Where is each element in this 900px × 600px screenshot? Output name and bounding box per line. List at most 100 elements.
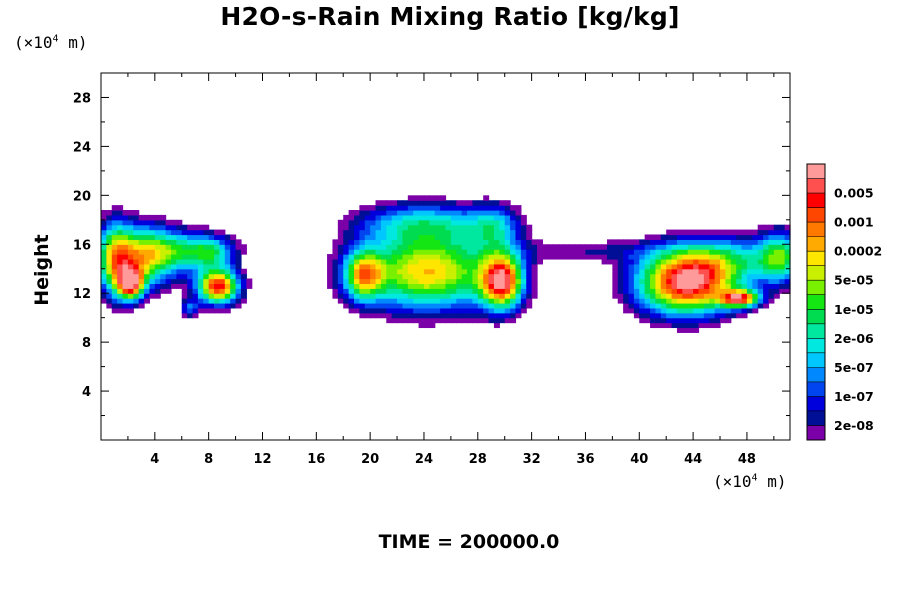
- heatmap-cell: [375, 214, 382, 221]
- heatmap-cell: [499, 200, 506, 206]
- heatmap-cell: [752, 307, 759, 314]
- heatmap-cell: [461, 200, 468, 206]
- heatmap-cell: [515, 263, 522, 270]
- heatmap-cell: [386, 239, 393, 245]
- heatmap-cell: [504, 283, 511, 289]
- heatmap-cell: [746, 293, 753, 299]
- heatmap-cell: [693, 302, 700, 309]
- heatmap-cell: [192, 312, 199, 319]
- heatmap-cell: [477, 244, 484, 250]
- heatmap-cell: [676, 302, 683, 309]
- heatmap-cell: [752, 288, 759, 294]
- heatmap-cell: [703, 268, 710, 275]
- colorbar-label: 1e-07: [834, 389, 874, 404]
- heatmap-cell: [165, 283, 172, 289]
- heatmap-cell: [235, 273, 242, 280]
- heatmap-cell: [197, 254, 204, 260]
- heatmap-cell: [499, 283, 506, 289]
- heatmap-cell: [133, 278, 140, 285]
- heatmap-cell: [617, 263, 624, 270]
- heatmap-cell: [650, 263, 657, 270]
- heatmap-cell: [510, 263, 517, 270]
- heatmap-cell: [510, 229, 517, 236]
- heatmap-cell: [434, 249, 441, 255]
- heatmap-cell: [504, 312, 511, 319]
- heatmap-cell: [235, 268, 242, 275]
- heatmap-cell: [671, 254, 678, 260]
- heatmap-cell: [623, 268, 630, 275]
- heatmap-cell: [676, 268, 683, 275]
- heatmap-cell: [741, 278, 748, 285]
- heatmap-cell: [504, 200, 511, 206]
- heatmap-cell: [343, 214, 350, 221]
- heatmap-cell: [456, 229, 463, 236]
- heatmap-cell: [413, 210, 420, 216]
- heatmap-cell: [380, 254, 387, 260]
- heatmap-cell: [440, 302, 447, 309]
- heatmap-cell: [176, 219, 183, 226]
- heatmap-cell: [127, 234, 134, 240]
- heatmap-cell: [214, 254, 221, 260]
- heatmap-cell: [569, 254, 576, 260]
- heatmap-cell: [343, 224, 350, 231]
- heatmap-cell: [391, 214, 398, 221]
- heatmap-cell: [122, 298, 129, 304]
- heatmap-cell: [483, 234, 490, 240]
- heatmap-cell: [101, 239, 107, 245]
- heatmap-cell: [703, 244, 710, 250]
- heatmap-cell: [763, 293, 770, 299]
- heatmap-cell: [224, 273, 231, 280]
- heatmap-cell: [639, 263, 646, 270]
- heatmap-cell: [359, 249, 366, 255]
- heatmap-cell: [423, 312, 430, 319]
- heatmap-cell: [639, 239, 646, 245]
- heatmap-cell: [639, 283, 646, 289]
- heatmap-cell: [440, 205, 447, 211]
- heatmap-cell: [375, 254, 382, 260]
- heatmap-cell: [499, 307, 506, 314]
- heatmap-cell: [203, 229, 210, 236]
- heatmap-cell: [386, 302, 393, 309]
- heatmap-cell: [434, 288, 441, 294]
- heatmap-cell: [154, 219, 161, 226]
- heatmap-cell: [364, 307, 371, 314]
- heatmap-cell: [504, 239, 511, 245]
- heatmap-cell: [720, 317, 726, 324]
- heatmap-cell: [709, 312, 716, 319]
- heatmap-cell: [343, 302, 350, 309]
- heatmap-cell: [359, 263, 366, 270]
- heatmap-cell: [461, 283, 468, 289]
- heatmap-cell: [418, 307, 425, 314]
- heatmap-cell: [418, 273, 425, 280]
- heatmap-cell: [703, 283, 710, 289]
- heatmap-cell: [375, 210, 382, 216]
- heatmap-cell: [472, 283, 479, 289]
- heatmap-cell: [214, 288, 221, 294]
- heatmap-cell: [488, 293, 495, 299]
- heatmap-cell: [644, 302, 651, 309]
- heatmap-cell: [176, 229, 183, 236]
- heatmap-cell: [477, 254, 484, 260]
- heatmap-cell: [709, 254, 716, 260]
- heatmap-cell: [493, 293, 500, 299]
- heatmap-cell: [197, 278, 204, 285]
- heatmap-cell: [230, 234, 237, 240]
- heatmap-cell: [101, 263, 107, 270]
- heatmap-cell: [779, 224, 786, 231]
- heatmap-cell: [197, 302, 204, 309]
- heatmap-cell: [757, 268, 764, 275]
- heatmap-cell: [698, 244, 705, 250]
- heatmap-cell: [493, 298, 500, 304]
- heatmap-cell: [520, 288, 527, 294]
- heatmap-cell: [224, 234, 231, 240]
- heatmap-cell: [671, 258, 678, 265]
- heatmap-cell: [639, 273, 646, 280]
- heatmap-cell: [752, 263, 759, 270]
- heatmap-cell: [703, 229, 710, 236]
- heatmap-cell: [682, 283, 689, 289]
- x-tick-label: 12: [253, 452, 271, 467]
- heatmap-cell: [149, 239, 156, 245]
- heatmap-cell: [240, 244, 247, 250]
- heatmap-cell: [149, 293, 156, 299]
- heatmap-cell: [768, 263, 775, 270]
